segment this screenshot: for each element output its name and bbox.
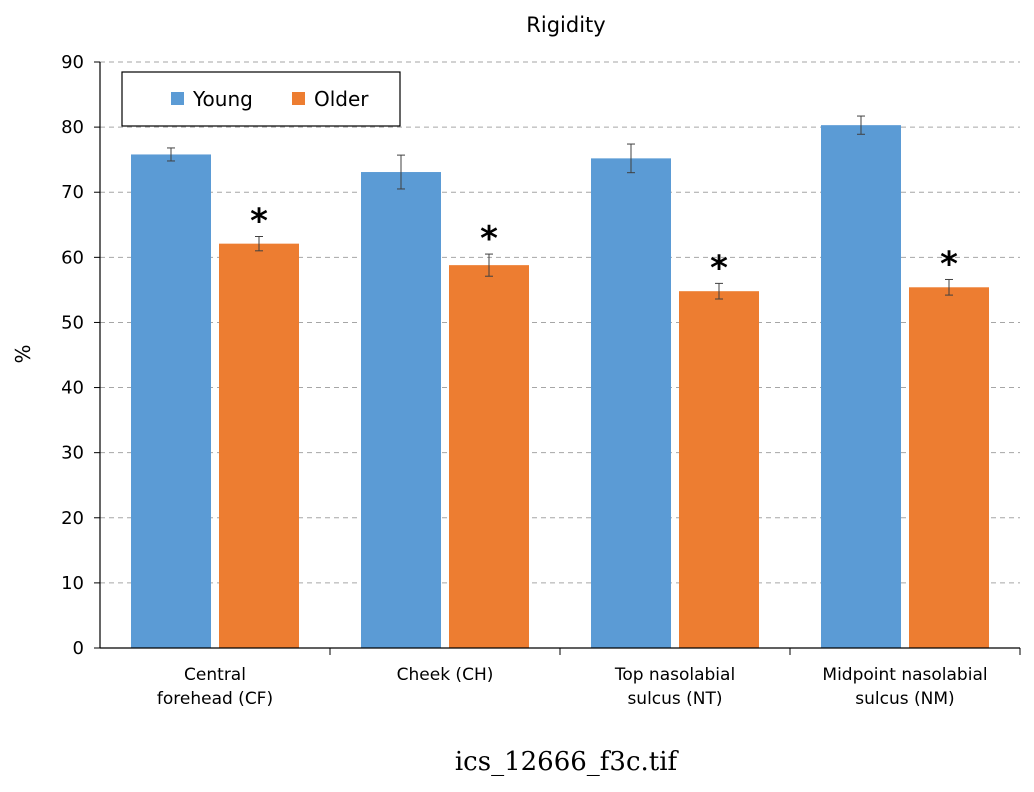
y-axis-label: %	[11, 344, 35, 363]
y-tick-label: 80	[61, 117, 84, 138]
figure-caption: ics_12666_f3c.tif	[455, 747, 680, 777]
x-tick-label: Cheek (CH)	[397, 665, 494, 685]
x-tick-label: Midpoint nasolabial	[822, 665, 987, 685]
x-tick-label: Central	[184, 665, 246, 685]
error-bars	[167, 115, 953, 300]
bar-older-1	[449, 265, 529, 648]
x-tick-label: sulcus (NT)	[627, 689, 722, 709]
x-tick-label: forehead (CF)	[157, 689, 273, 709]
y-tick-label: 10	[61, 573, 84, 594]
y-tick-label: 70	[61, 182, 84, 203]
y-tick-label: 0	[73, 638, 84, 659]
labels: 0 10 20 30 40 50 60 70 80 90 * Central forehead (CF)…	[61, 52, 988, 709]
y-tick-label: 30	[61, 443, 84, 464]
legend-swatch-young	[171, 92, 184, 105]
legend-label-older: Older	[314, 87, 369, 111]
bars	[131, 125, 989, 649]
legend-label-young: Young	[192, 87, 253, 111]
x-tick-label: Top nasolabial	[614, 665, 735, 685]
bar-young-2	[591, 158, 671, 648]
y-tick-label: 90	[61, 52, 84, 73]
significance-marker: *	[250, 201, 268, 241]
y-tick-label: 40	[61, 378, 84, 399]
bar-older-0	[219, 243, 299, 648]
significance-marker: *	[940, 244, 958, 284]
significance-marker: *	[480, 219, 498, 259]
legend-box	[121, 71, 401, 127]
y-tick-label: 50	[61, 312, 84, 333]
chart-title: Rigidity	[526, 13, 605, 37]
legend-swatch-older	[292, 92, 305, 105]
y-tick-label: 20	[61, 508, 84, 529]
significance-marker: *	[710, 248, 728, 288]
bar-young-3	[821, 125, 901, 648]
legend: Young Older	[121, 71, 401, 127]
bar-young-0	[131, 154, 211, 649]
y-tick-label: 60	[61, 247, 84, 268]
bar-older-3	[909, 287, 989, 648]
axes	[94, 61, 1021, 655]
bar-older-2	[679, 291, 759, 648]
x-tick-label: sulcus (NM)	[855, 689, 954, 709]
bar-young-1	[361, 172, 441, 648]
